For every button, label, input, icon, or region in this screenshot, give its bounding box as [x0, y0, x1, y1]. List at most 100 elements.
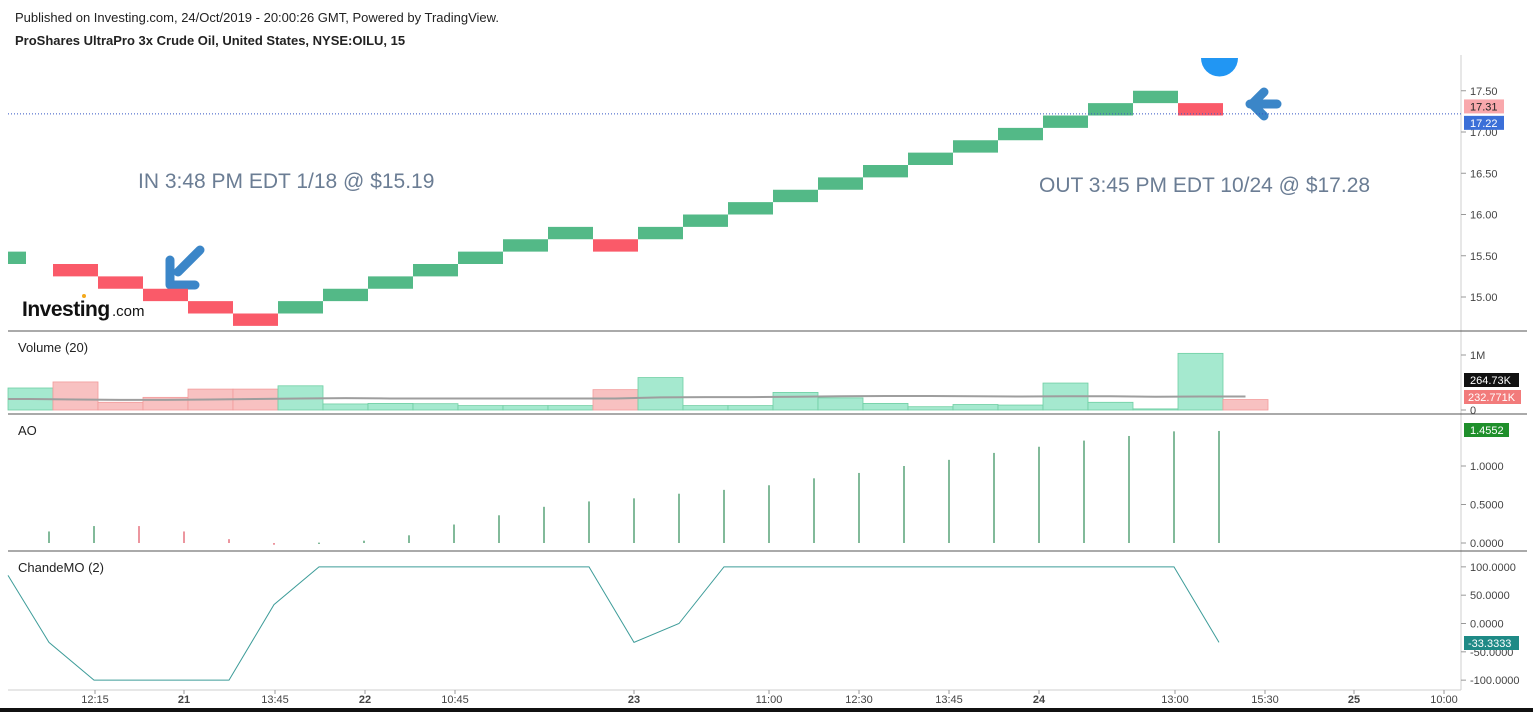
volume-bar: [52, 381, 99, 411]
time-tick-label: 23: [628, 694, 640, 706]
logo-dot: [82, 294, 86, 298]
renko-brick: [143, 288, 188, 302]
cmo-labels: -33.3333: [1464, 636, 1519, 650]
volume-bar: [952, 404, 999, 411]
volume-bar: [457, 405, 504, 411]
renko-brick: [98, 276, 143, 289]
panel-structure: [8, 55, 1527, 691]
volume-panel-title: Volume (20): [18, 340, 88, 355]
cmo-last-box: [1464, 636, 1519, 650]
cmo-last-label: -33.3333: [1468, 638, 1511, 650]
volume-bar: [97, 401, 144, 411]
volume-bar: [592, 389, 639, 411]
volume-bar: [322, 403, 369, 411]
time-tick-label: 21: [178, 694, 190, 706]
ao-last-box: [1464, 423, 1509, 437]
renko-brick: [638, 226, 683, 240]
price-axis: 17.50 17.00 16.50 16.00 15.50 15.00: [1461, 86, 1498, 304]
exit-annotation: OUT 3:45 PM EDT 10/24 @ $17.28: [1039, 174, 1370, 197]
time-tick-label: 24: [1033, 694, 1046, 706]
volume-tick-label: 1M: [1470, 350, 1485, 362]
price-tick-label: 17.00: [1470, 127, 1498, 139]
time-axis: 12:15 21 13:45 22 10:45 23 11:00 12:30 13:45 24 13…: [81, 690, 1458, 706]
renko-brick: [773, 189, 818, 203]
ao-last-label: 1.4552: [1470, 425, 1504, 437]
time-tick-label: 25: [1348, 694, 1360, 706]
volume-bar: [862, 402, 909, 411]
price-tag-box: [1464, 99, 1504, 114]
volume-bar: [412, 403, 459, 411]
renko-brick: [1178, 103, 1223, 116]
cmo-tick-label: 100.0000: [1470, 562, 1516, 574]
renko-brick: [323, 288, 368, 302]
volume-bar: [772, 391, 819, 411]
ao-labels: 1.4552: [1464, 423, 1509, 437]
renko-brick: [188, 301, 233, 314]
last-price-label: 17.22: [1470, 118, 1498, 130]
renko-brick: [458, 251, 503, 264]
time-tick-label: 11:00: [756, 694, 783, 706]
volume-last-label: 232.771K: [1468, 392, 1516, 404]
cmo-line: [7, 566, 1220, 681]
ao-bars: [48, 430, 1220, 545]
entry-annotation: IN 3:48 PM EDT 1/18 @ $15.19: [138, 170, 434, 193]
cmo-tick-label: 0.0000: [1470, 619, 1504, 631]
renko-brick: [368, 276, 413, 289]
price-tick-label: 17.50: [1470, 86, 1498, 98]
ao-tick-label: 0.0000: [1470, 538, 1504, 550]
renko-brick: [233, 313, 278, 326]
time-tick-label: 12:15: [81, 694, 109, 706]
renko-brick: [503, 239, 548, 252]
renko-brick: [683, 214, 728, 227]
time-tick-label: 12:30: [845, 694, 873, 706]
renko-brick: [1043, 115, 1088, 128]
renko-brick: [818, 177, 863, 190]
price-tag-label: 17.31: [1470, 101, 1498, 113]
renko-brick: [953, 140, 998, 153]
time-tick-label: 10:45: [441, 694, 469, 706]
volume-axis: 1M 0: [1461, 350, 1485, 417]
time-tick-label: 15:30: [1251, 694, 1279, 706]
volume-last-box: [1464, 390, 1521, 404]
volume-bar: [1087, 401, 1134, 411]
volume-bar: [907, 406, 954, 411]
price-tick-label: 16.00: [1470, 210, 1498, 222]
volume-bar: [367, 402, 414, 411]
cmo-tick-label: -100.0000: [1470, 675, 1520, 687]
renko-brick: [728, 202, 773, 215]
volume-labels: 264.73K 232.771K: [1464, 373, 1521, 404]
renko-brick: [548, 226, 593, 240]
volume-bar: [502, 405, 549, 411]
logo-main: Investing: [22, 298, 110, 321]
price-bricks: [8, 90, 1461, 326]
volume-bars: [7, 352, 1269, 411]
volume-bar: [682, 405, 729, 411]
volume-ma-box: [1464, 373, 1519, 387]
cmo-panel-title: ChandeMO (2): [18, 560, 104, 575]
renko-brick: [8, 251, 26, 264]
volume-bar: [637, 377, 684, 411]
ao-tick-label: 0.5000: [1470, 500, 1504, 512]
ao-tick-label: 1.0000: [1470, 461, 1504, 473]
last-price-box: [1464, 115, 1504, 130]
investing-logo: Investing .com: [22, 294, 145, 321]
volume-tick-label: 0: [1470, 405, 1476, 417]
renko-brick: [593, 239, 638, 252]
renko-brick: [413, 264, 458, 277]
renko-brick: [278, 301, 323, 314]
time-tick-label: 13:00: [1161, 694, 1189, 706]
renko-brick: [908, 152, 953, 165]
price-tick-label: 16.50: [1470, 168, 1498, 180]
renko-brick: [1088, 103, 1133, 116]
publish-line: Published on Investing.com, 24/Oct/2019 …: [15, 10, 499, 25]
price-labels: 17.31 17.22: [1464, 99, 1504, 130]
renko-brick: [863, 165, 908, 178]
cmo-series-line: [7, 566, 1220, 681]
logo-suffix: .com: [112, 303, 145, 320]
renko-brick: [998, 127, 1043, 141]
marker-circle-icon: [1201, 58, 1238, 77]
renko-brick: [53, 264, 98, 277]
volume-bar: [1177, 352, 1224, 411]
